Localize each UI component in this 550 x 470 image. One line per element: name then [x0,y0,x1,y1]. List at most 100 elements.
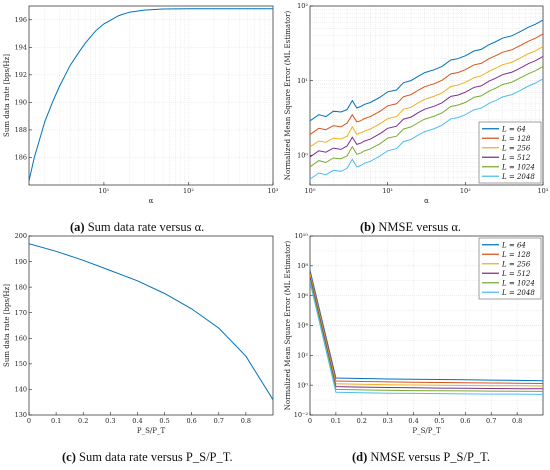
chart-c: 0 0.1 0.2 0.3 0.4 0.5 0.6 0.7 0.8 130 140 150 160 170… [3,232,274,435]
caption-d: (d) NMSE versus P_S/P_T. [352,450,490,465]
series-line-b-6 [310,78,543,180]
y-tick-label: 130 [15,411,27,419]
x-tick-label: 10² [460,187,471,195]
series-line-d-2 [310,272,543,384]
x-tick-label: 0.2 [78,417,88,425]
legend-label: L = 1024 [501,279,535,287]
series-line-d-4 [310,276,543,390]
chart-d: 0 0.1 0.2 0.3 0.4 0.5 0.6 0.7 0.8 10⁻² 10⁰ 10² 10⁴ 10… [284,232,544,435]
x-tick-label: 10¹ [98,187,109,195]
y-tick-label: 192 [15,71,27,79]
x-axis-label-a: α [149,197,154,205]
x-tick-label: 0.6 [186,417,196,425]
series-line-d-1 [310,270,543,382]
legend-label: L = 64 [501,125,526,133]
x-tick-label: 0.5 [159,417,169,425]
x-tick-label: 10³ [268,187,279,195]
caption-a-text: Sum data rate versus α. [87,220,205,234]
series-line-b-5 [310,65,543,168]
x-tick-label: 10⁰ [305,187,316,195]
caption-a: (a) Sum data rate versus α. [70,220,204,235]
x-tick-label: 0.8 [241,417,251,425]
y-tick-label: 170 [15,309,27,317]
series-line-b-1 [310,19,543,122]
x-tick-label: 0.6 [460,417,470,425]
legend-label: L = 2048 [501,173,535,181]
y-tick-label: 180 [15,283,27,291]
legend-label: L = 2048 [501,289,535,297]
caption-a-letter: (a) [70,220,85,234]
legend-label: L = 64 [501,241,526,249]
y-axis-label-b: Normalized Mean Square Error (ML Estimat… [284,11,292,181]
x-tick-label: 0 [308,417,312,425]
caption-b: (b) NMSE versus α. [360,220,461,235]
series-line-b-3 [310,46,543,148]
y-axis-label-a: Sum data rate [bps/Hz] [3,54,11,137]
y-tick-label: 10² [297,2,308,10]
y-tick-label: 150 [15,360,27,368]
y-tick-label: 10¹ [297,77,308,85]
y-tick-label: 10⁻² [294,411,309,419]
legend-label: L = 512 [501,154,531,162]
caption-d-text: NMSE versus P_S/P_T. [370,450,490,464]
legend-label: L = 256 [501,260,531,268]
y-tick-label: 10⁰ [297,381,308,389]
y-tick-label: 10⁴ [297,322,308,330]
x-tick-label: 0.4 [408,417,418,425]
chart-a: 10¹ 10² 10³ 186 188 190 192 194 196 α Sum data rat… [3,5,279,205]
grid-a [29,6,274,185]
x-tick-label: 0.1 [51,417,61,425]
caption-c-letter: (c) [62,450,76,464]
series-line-a-1 [29,8,273,182]
axes-frame-b [309,5,544,186]
x-tick-label: 0.8 [512,417,522,425]
caption-c-text: Sum data rate versus P_S/P_T. [79,450,233,464]
y-axis-label-c: Sum data rate [bps/Hz] [3,284,11,367]
y-tick-label: 10⁰ [297,151,308,159]
series-line-b-4 [310,55,543,158]
y-tick-label: 196 [15,16,27,24]
axes-frame-a [28,5,274,186]
series-line-d-5 [310,279,543,392]
caption-c: (c) Sum data rate versus P_S/P_T. [62,450,233,465]
series-line-d-6 [310,282,543,395]
y-tick-label: 190 [15,99,27,107]
y-tick-label: 186 [15,154,27,162]
x-tick-label: 0.7 [214,417,224,425]
y-tick-label: 10² [297,352,308,360]
series-line-c-1 [29,243,273,400]
x-tick-label: 0.3 [105,417,115,425]
y-tick-label: 160 [15,334,27,342]
series-line-d-3 [310,274,543,387]
x-tick-label: 10² [183,187,194,195]
y-tick-label: 190 [15,258,27,266]
x-tick-label: 0 [27,417,31,425]
y-tick-label: 10¹⁰ [295,232,309,240]
y-tick-label: 10⁶ [297,292,308,300]
y-tick-label: 200 [15,232,27,240]
x-tick-label: 0.1 [331,417,341,425]
legend-box [478,121,542,184]
y-tick-label: 140 [15,386,27,394]
axes-frame-c [28,235,274,416]
legend-label: L = 256 [501,144,531,152]
x-tick-label: 10³ [538,187,549,195]
caption-d-letter: (d) [352,450,368,464]
y-axis-label-d: Normalized Mean Square Error (ML Estimat… [284,241,292,411]
x-tick-label: 0.3 [382,417,392,425]
y-tick-label: 194 [15,44,27,52]
legend-box [478,237,542,300]
legend-label: L = 512 [501,270,531,278]
x-tick-label: 0.2 [357,417,367,425]
x-tick-label: 0.5 [434,417,444,425]
y-tick-label: 10⁸ [297,262,308,270]
caption-b-letter: (b) [360,220,376,234]
legend-label: L = 128 [501,251,531,259]
x-tick-label: 10¹ [382,187,393,195]
x-axis-label-c: P_S/P_T [137,427,166,435]
x-tick-label: 0.7 [486,417,496,425]
caption-b-text: NMSE versus α. [378,220,461,234]
